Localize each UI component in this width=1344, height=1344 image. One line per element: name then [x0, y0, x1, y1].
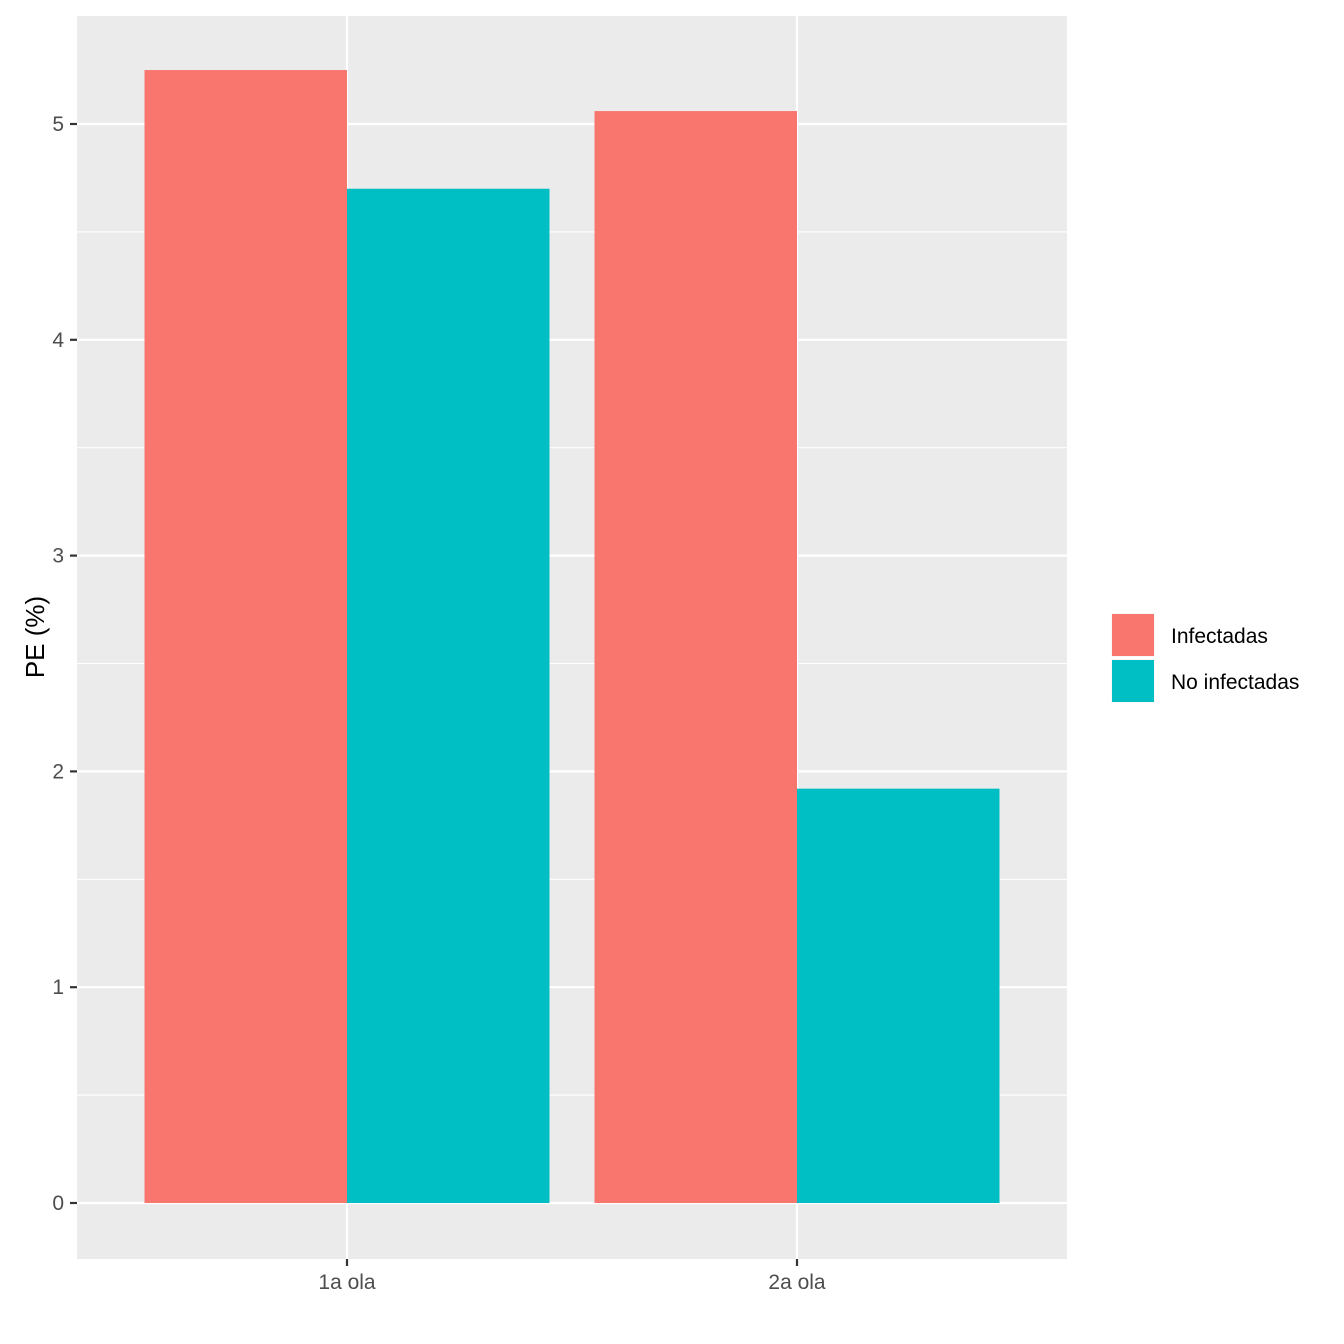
- y-axis: 0 1 2 3 4 5: [52, 113, 77, 1215]
- y-axis-title: PE (%): [20, 596, 50, 678]
- bars: [144, 70, 1000, 1204]
- legend-label-infectadas: Infectadas: [1171, 625, 1268, 648]
- legend-label-no-infectadas: No infectadas: [1171, 671, 1299, 694]
- legend-swatch-no-infectadas: [1112, 660, 1154, 702]
- legend: Infectadas No infectadas: [1110, 612, 1299, 704]
- legend-swatch-infectadas: [1112, 614, 1154, 656]
- bar-no-infectadas-2: [797, 788, 1000, 1203]
- bar-infectadas-1: [144, 70, 347, 1203]
- y-tick-label: 1: [52, 976, 64, 999]
- bar-no-infectadas-1: [347, 188, 550, 1204]
- bar-infectadas-2: [594, 111, 797, 1203]
- x-tick-label: 2a ola: [768, 1271, 826, 1294]
- y-tick-label: 4: [52, 329, 64, 352]
- y-tick-label: 5: [52, 113, 64, 136]
- x-axis: 1a ola 2a ola: [318, 1259, 826, 1294]
- x-tick-label: 1a ola: [318, 1271, 376, 1294]
- y-tick-label: 0: [52, 1192, 64, 1215]
- y-tick-label: 2: [52, 760, 64, 783]
- y-tick-label: 3: [52, 545, 64, 568]
